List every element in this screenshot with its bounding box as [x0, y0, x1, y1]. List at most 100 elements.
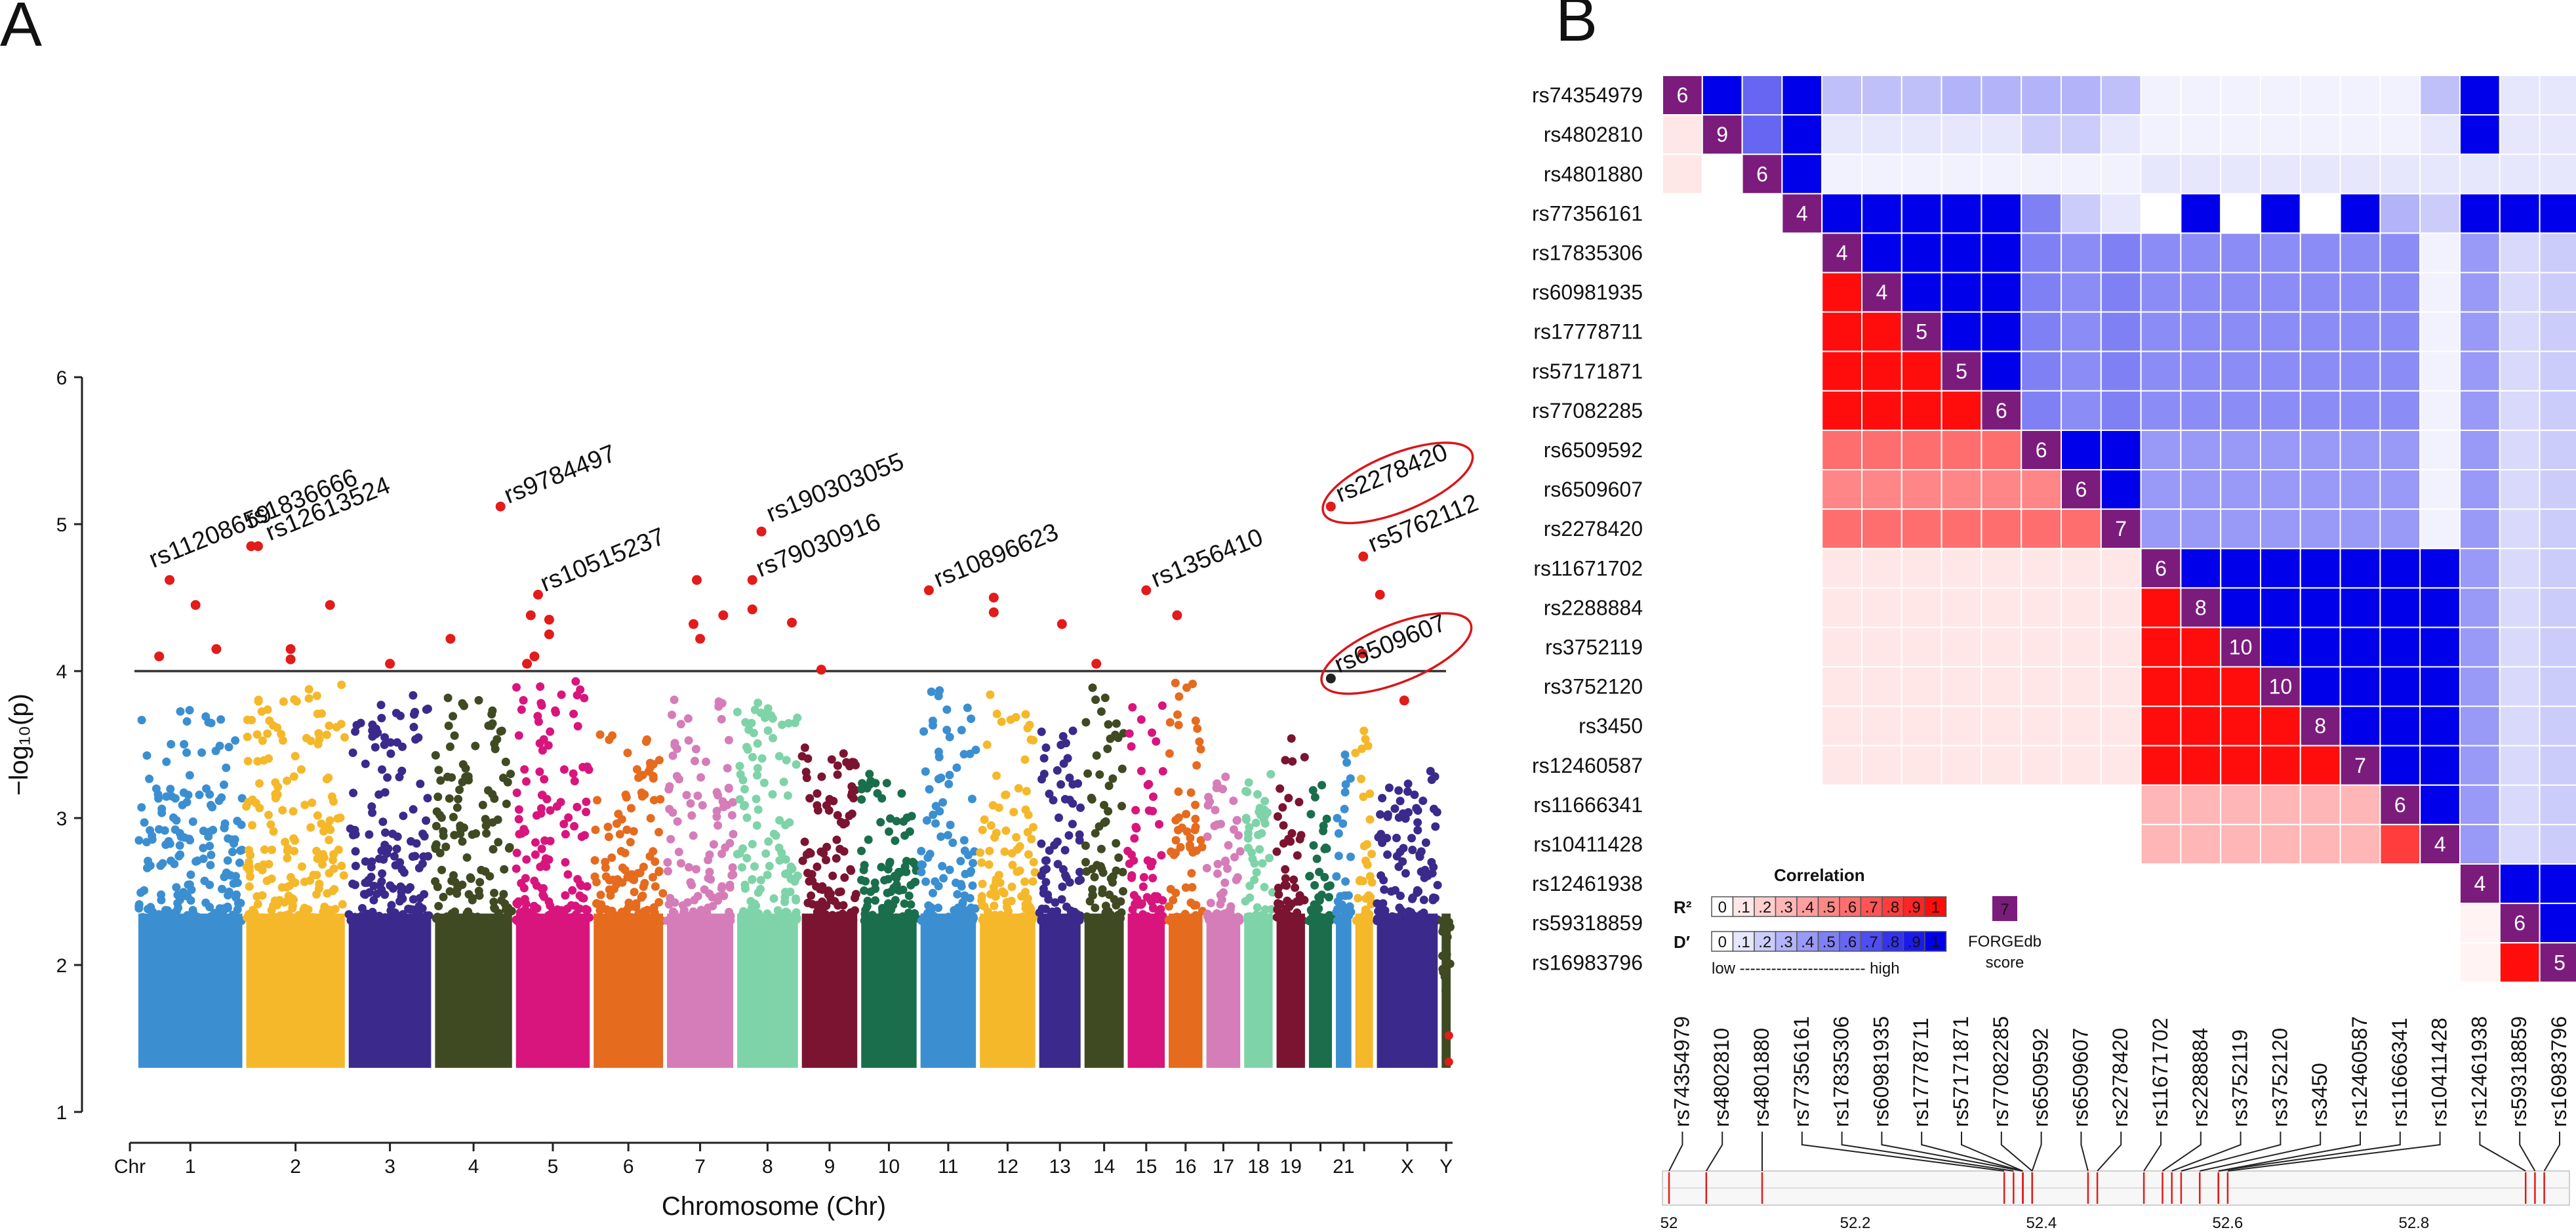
snp-point — [626, 838, 635, 847]
snp-point — [917, 846, 926, 855]
ld-col-label-rs3450: rs3450 — [2308, 1063, 2331, 1127]
snp-point — [441, 842, 451, 852]
ld-dprime-cell — [2100, 469, 2142, 510]
snp-point — [350, 825, 359, 834]
ld-dprime-cell — [2180, 75, 2222, 116]
ld-dprime-cell — [2419, 705, 2461, 747]
snp-point — [632, 765, 641, 774]
snp-point — [1053, 837, 1062, 846]
ld-dprime-cell — [2539, 75, 2576, 116]
snp-point — [774, 916, 782, 925]
snp-point — [324, 773, 333, 782]
ld-r2-cell — [1901, 548, 1942, 589]
snp-point — [223, 902, 232, 911]
ld-r2-cell — [1861, 429, 1902, 471]
snp-point — [313, 739, 323, 749]
snp-point — [573, 802, 582, 811]
snp-point — [228, 848, 237, 857]
snp-point — [453, 889, 462, 898]
snp-point — [137, 716, 146, 725]
snp-point — [1213, 820, 1222, 829]
chr-9-points — [797, 743, 860, 1068]
snp-point — [535, 767, 544, 776]
ld-diagonal-cell — [1981, 390, 2023, 431]
snp-point — [833, 811, 842, 820]
snp-point — [643, 905, 652, 914]
ld-r2-cell — [1821, 548, 1862, 589]
track-tick-label: 52.8 — [2398, 1214, 2429, 1232]
ld-dprime-cell — [2499, 705, 2541, 747]
x-tick-label-chr-21: 21 — [1333, 1156, 1354, 1178]
snp-point — [537, 701, 546, 710]
ld-col-label-rs3752119: rs3752119 — [2228, 1029, 2252, 1127]
ld-dprime-cell — [2299, 390, 2341, 431]
snp-point — [254, 863, 263, 871]
snp-point — [166, 785, 175, 794]
significant-snp-point — [544, 629, 554, 640]
snp-point — [1195, 737, 1204, 746]
snp-point — [1125, 729, 1134, 738]
ld-dprime-cell — [2140, 232, 2182, 274]
ld-dprime-cell — [2180, 311, 2222, 352]
significant-snp-point — [253, 541, 263, 552]
snp-point — [922, 816, 931, 825]
snp-point — [1013, 867, 1022, 876]
snp-point — [172, 883, 181, 892]
snp-point — [445, 887, 454, 896]
ld-dprime-cell — [2539, 705, 2576, 747]
snp-point — [860, 861, 869, 870]
snp-point — [1064, 916, 1073, 925]
snp-point — [377, 877, 386, 886]
ld-dprime-cell — [2379, 469, 2421, 510]
snp-point — [1383, 810, 1392, 819]
snp-point — [723, 764, 732, 773]
snp-point — [644, 915, 653, 924]
snp-point — [434, 901, 443, 911]
snp-point — [188, 817, 197, 826]
snp-point — [861, 905, 870, 914]
snp-point — [1057, 895, 1066, 904]
snp-point — [537, 884, 546, 893]
snp-point — [1130, 915, 1139, 924]
chr-7-points — [662, 695, 738, 1068]
snp-point — [898, 885, 908, 894]
ld-diagonal-cell — [1741, 154, 1783, 195]
snp-point — [1243, 914, 1253, 923]
chr-19-points — [1272, 734, 1309, 1068]
snp-point — [491, 745, 500, 754]
snp-point — [668, 751, 677, 760]
snp-point — [1152, 916, 1161, 925]
snp-point — [351, 847, 360, 856]
ld-dprime-cell — [2499, 114, 2541, 155]
snp-point — [313, 854, 322, 863]
snp-point — [764, 837, 773, 846]
snp-point — [415, 893, 424, 903]
forgedb-score-rs59318859: 6 — [2514, 911, 2526, 935]
snp-point — [1421, 838, 1430, 847]
ld-r2-cell — [1981, 666, 2023, 707]
snp-point — [977, 858, 986, 867]
snp-point — [297, 862, 306, 871]
snp-point — [1088, 885, 1097, 894]
legend-r2-swatch — [1924, 896, 1947, 917]
ld-diagonal-cell — [2061, 469, 2102, 510]
snp-point — [1127, 850, 1136, 859]
snp-point — [945, 771, 954, 779]
chr-3-points — [344, 691, 433, 1068]
snp-point — [1058, 882, 1067, 892]
snp-point — [1018, 912, 1028, 921]
snp-point — [817, 772, 826, 781]
ld-dprime-cell — [2419, 429, 2461, 471]
ld-row-label-rs3752120: rs3752120 — [1544, 675, 1643, 699]
snp-point — [167, 740, 176, 749]
snp-point — [519, 696, 528, 705]
significant-snp-point — [154, 651, 165, 662]
significant-snp-point — [190, 600, 201, 610]
snp-point — [1346, 852, 1355, 861]
ld-r2-cell — [2021, 626, 2062, 668]
snp-point — [300, 800, 310, 810]
snp-point — [378, 765, 386, 774]
snp-point — [963, 703, 972, 712]
ld-r2-cell — [1861, 311, 1902, 352]
snp-point — [637, 788, 646, 797]
